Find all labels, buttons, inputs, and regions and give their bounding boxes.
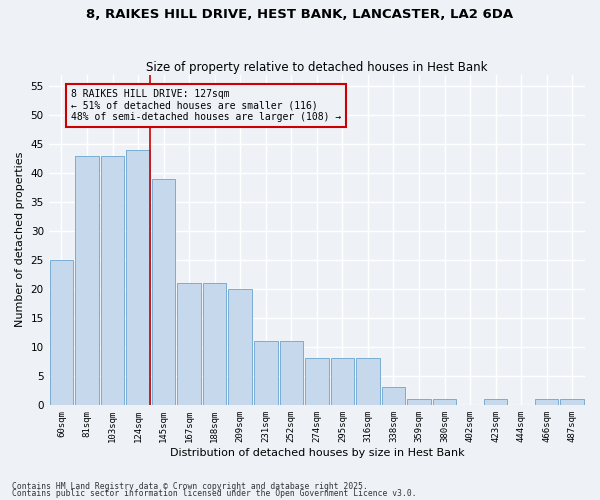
Bar <box>101 156 124 405</box>
Text: Contains HM Land Registry data © Crown copyright and database right 2025.: Contains HM Land Registry data © Crown c… <box>12 482 368 491</box>
Bar <box>254 341 278 405</box>
Text: 8 RAIKES HILL DRIVE: 127sqm
← 51% of detached houses are smaller (116)
48% of se: 8 RAIKES HILL DRIVE: 127sqm ← 51% of det… <box>71 89 341 122</box>
Bar <box>152 179 175 405</box>
Bar <box>331 358 354 405</box>
Bar <box>127 150 150 405</box>
X-axis label: Distribution of detached houses by size in Hest Bank: Distribution of detached houses by size … <box>170 448 464 458</box>
Bar <box>229 289 252 405</box>
Bar <box>484 399 508 405</box>
Bar <box>50 260 73 405</box>
Y-axis label: Number of detached properties: Number of detached properties <box>15 152 25 328</box>
Bar <box>407 399 431 405</box>
Title: Size of property relative to detached houses in Hest Bank: Size of property relative to detached ho… <box>146 60 488 74</box>
Bar <box>535 399 559 405</box>
Bar <box>203 283 226 405</box>
Bar <box>356 358 380 405</box>
Bar <box>75 156 99 405</box>
Bar <box>560 399 584 405</box>
Bar <box>433 399 456 405</box>
Bar <box>382 388 405 405</box>
Bar <box>178 283 201 405</box>
Bar <box>305 358 329 405</box>
Text: 8, RAIKES HILL DRIVE, HEST BANK, LANCASTER, LA2 6DA: 8, RAIKES HILL DRIVE, HEST BANK, LANCAST… <box>86 8 514 20</box>
Bar <box>280 341 303 405</box>
Text: Contains public sector information licensed under the Open Government Licence v3: Contains public sector information licen… <box>12 489 416 498</box>
